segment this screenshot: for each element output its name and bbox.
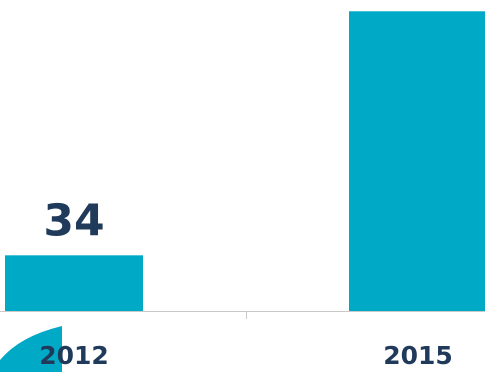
data-label-2012: 34 <box>43 195 104 246</box>
data-labels: 34 <box>43 195 104 246</box>
decorative-swoosh <box>0 326 62 372</box>
bars <box>5 11 485 312</box>
bar-2012 <box>5 255 143 311</box>
bar-2015 <box>349 11 485 312</box>
x-tick-label-2012: 2012 <box>39 341 109 370</box>
x-tick-labels: 2012 2015 <box>39 341 453 370</box>
x-tick-label-2015: 2015 <box>383 341 453 370</box>
